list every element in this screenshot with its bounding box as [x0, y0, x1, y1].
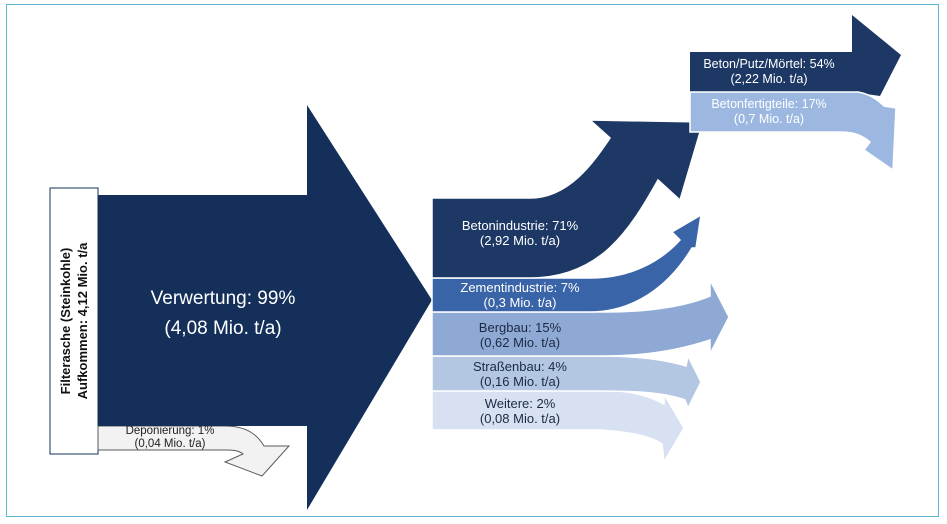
branch-label-strassenbau: Straßenbau: 4% (0,16 Mio. t/a) [436, 359, 604, 389]
source-box [49, 187, 99, 455]
sub-branch-value: (2,22 Mio. t/a) [730, 72, 808, 86]
branch-value: (0,3 Mio. t/a) [483, 295, 557, 310]
main-flow-value: (4,08 Mio. t/a) [164, 318, 282, 339]
branch-title: Bergbau: 15% [478, 320, 562, 335]
disposal-title: Deponierung: 1% [125, 425, 215, 437]
main-flow-label: Verwertung: 99% (4,08 Mio. t/a) [118, 284, 328, 344]
branch-flow-bergbau [431, 279, 730, 357]
figure-frame [6, 4, 939, 517]
branch-value: (2,92 Mio. t/a) [479, 233, 561, 248]
branch-label-weitere: Weitere: 2% (0,08 Mio. t/a) [436, 396, 604, 426]
branch-label-zementindustrie: Zementindustrie: 7% (0,3 Mio. t/a) [436, 280, 604, 310]
branch-value: (0,16 Mio. t/a) [479, 374, 561, 389]
sub-flow-betonfertigteile [689, 91, 897, 172]
branch-flow-strassenbau [431, 353, 702, 410]
sub-branch-title: Betonfertigteile: 17% [711, 97, 827, 111]
disposal-flow [97, 425, 291, 477]
branch-flow-betonindustrie [431, 119, 704, 279]
branch-title: Straßenbau: 4% [473, 359, 567, 374]
branch-value: (0,62 Mio. t/a) [479, 335, 561, 350]
sub-flow-beton-putz-moertel [690, 15, 901, 96]
source-title: Filterasche (Steinkohle) [58, 247, 73, 395]
source-amount: Aufkommen: 4,12 Mio. t/a [75, 242, 90, 400]
branch-flow-zementindustrie [431, 213, 702, 313]
sub-label-beton-putz-moertel: Beton/Putz/Mörtel: 54% (2,22 Mio. t/a) [690, 57, 848, 87]
disposal-label: Deponierung: 1% (0,04 Mio. t/a) [108, 425, 232, 451]
sub-branch-title: Beton/Putz/Mörtel: 54% [703, 57, 835, 71]
source-label: Filterasche (Steinkohle) Aufkommen: 4,12… [50, 188, 98, 454]
sub-branch-value: (0,7 Mio. t/a) [733, 112, 805, 126]
branch-title: Zementindustrie: 7% [460, 280, 580, 295]
main-flow-arrow [98, 105, 432, 510]
disposal-value: (0,04 Mio. t/a) [134, 438, 206, 450]
main-flow-title: Verwertung: 99% [150, 288, 296, 309]
branch-title: Weitere: 2% [484, 396, 556, 411]
branch-label-bergbau: Bergbau: 15% (0,62 Mio. t/a) [436, 320, 604, 350]
branch-title: Betonindustrie: 71% [461, 218, 579, 233]
branch-label-betonindustrie: Betonindustrie: 71% (2,92 Mio. t/a) [436, 218, 604, 248]
branch-value: (0,08 Mio. t/a) [479, 411, 561, 426]
sub-label-betonfertigteile: Betonfertigteile: 17% (0,7 Mio. t/a) [690, 97, 848, 127]
